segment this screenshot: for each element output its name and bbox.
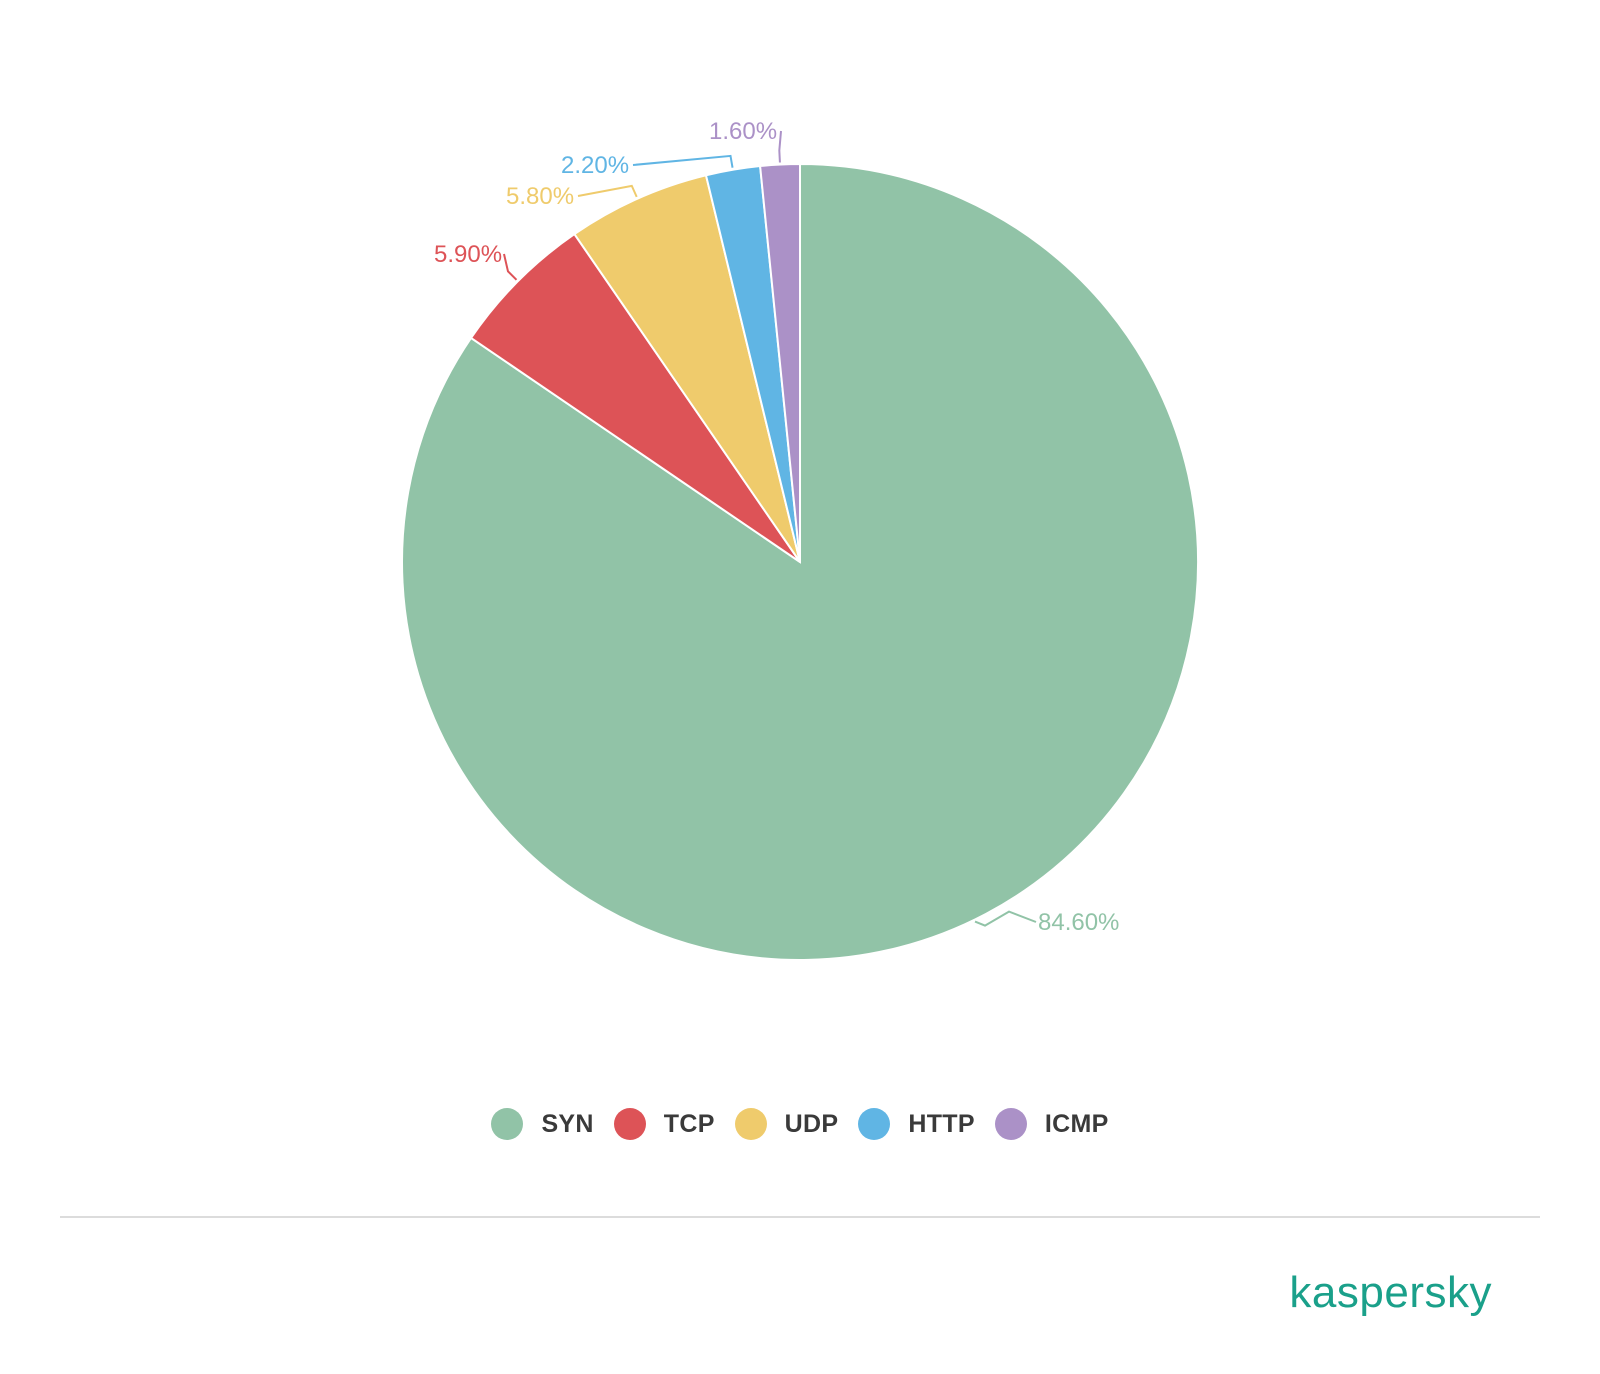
legend-swatch-syn — [491, 1108, 524, 1140]
legend-item-udp[interactable]: UDP — [734, 1108, 839, 1140]
label-leader-lines — [503, 130, 1037, 927]
kaspersky-logo: kaspersky — [1289, 1268, 1492, 1317]
leader-line-tcp — [503, 253, 518, 281]
legend-label-http: HTTP — [908, 1109, 975, 1138]
legend-swatch-icmp — [994, 1108, 1027, 1140]
percent-label-http: 2.20% — [561, 152, 629, 179]
legend-item-tcp[interactable]: TCP — [613, 1108, 715, 1140]
legend-item-icmp[interactable]: ICMP — [994, 1108, 1109, 1140]
leader-line-syn — [974, 910, 1037, 927]
percent-label-syn: 84.60% — [1038, 909, 1119, 936]
leader-line-icmp — [778, 130, 782, 163]
pie-slices — [401, 162, 1199, 961]
legend-label-udp: UDP — [784, 1109, 839, 1138]
legend-label-syn: SYN — [541, 1109, 594, 1138]
pie-slice-tcp[interactable] — [469, 232, 801, 563]
footer-divider — [60, 1216, 1540, 1218]
legend-swatch-udp — [734, 1108, 767, 1140]
percent-label-tcp: 5.90% — [434, 241, 502, 268]
legend-swatch-http — [858, 1108, 891, 1140]
pie-chart: 84.60% 5.90% 5.80% 2.20% 1.60% — [401, 118, 1199, 961]
legend-swatch-tcp — [613, 1108, 646, 1140]
leader-line-udp — [577, 184, 638, 198]
pie-slice-icmp[interactable] — [759, 162, 801, 563]
legend-label-tcp: TCP — [663, 1109, 715, 1138]
legend-label-icmp: ICMP — [1044, 1109, 1109, 1138]
percent-label-udp: 5.80% — [506, 183, 574, 210]
legend: SYN TCP UDP HTTP ICMP — [0, 1108, 1600, 1140]
pie-slice-udp[interactable] — [573, 174, 801, 563]
percent-label-icmp: 1.60% — [709, 118, 777, 145]
leader-line-http — [632, 154, 734, 168]
percent-labels: 84.60% 5.90% 5.80% 2.20% 1.60% — [434, 118, 1119, 936]
legend-item-syn[interactable]: SYN — [491, 1108, 593, 1140]
legend-item-http[interactable]: HTTP — [858, 1108, 975, 1140]
